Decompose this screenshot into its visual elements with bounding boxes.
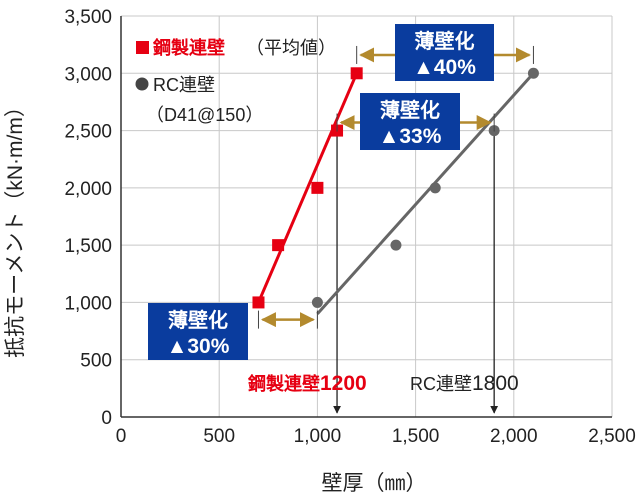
axes [120,16,612,418]
reduction-badge-percent: ▲30% [167,335,230,358]
x-tick-label: 1,500 [392,426,440,447]
steel-point [350,67,363,80]
fit-lines [257,72,535,315]
rc-point [527,67,539,79]
reduction-arrows [257,45,534,329]
x-axis-label: 壁厚（㎜） [322,472,427,495]
reduction-badge-0 [395,24,494,81]
rc-point [311,296,323,308]
y-tick-label: 1,000 [64,293,112,314]
data-points [252,67,539,309]
steel-point [272,239,285,252]
rc-wall-value: 1800 [472,372,519,395]
fit-line-rc [316,72,535,315]
vertical-arrows [333,130,499,414]
reduction-badge-title: 薄壁化 [380,98,440,122]
y-tick-label: 2,000 [64,179,112,200]
y-tick-label: 500 [80,351,112,372]
legend-steel-suffix: （平均値） [246,38,336,58]
x-tick-label: 500 [203,426,235,447]
legend-rc-detail: （D41@150） [146,105,263,125]
y-tick-label: 2,500 [64,122,112,143]
y-tick-label: 3,000 [64,64,112,85]
steel-point [311,181,324,194]
steel-wall-thickness-label: 鋼製連壁1200 [247,372,367,395]
reduction-badge-2 [148,303,248,360]
rc-wall-name: RC連壁 [410,374,472,394]
reduction-badge-percent: ▲33% [379,125,442,148]
steel-wall-value: 1200 [320,372,367,395]
reduction-badge-title: 薄壁化 [168,308,228,332]
legend-steel-marker [136,41,149,54]
legend-steel-label: 鋼製連壁 [152,37,225,58]
vertical-arrow-labels: 鋼製連壁1200 RC連壁1800 [247,372,519,395]
rc-point [390,239,402,251]
x-tick-label: 2,500 [588,426,636,447]
rc-wall-thickness-label: RC連壁1800 [410,372,519,395]
reduction-badges: 薄壁化 ▲40% 薄壁化 ▲33% 薄壁化 ▲30% [148,24,494,360]
reduction-badge-title: 薄壁化 [415,29,475,53]
legend-rc-label: RC連壁 [153,75,215,95]
y-tick-label: 0 [101,408,112,429]
steel-point [252,296,265,309]
y-tick-label: 1,500 [64,236,112,257]
reduction-badge-1 [360,93,460,150]
x-tick-label: 2,000 [490,426,538,447]
x-tick-label: 0 [116,426,127,447]
steel-wall-name: 鋼製連壁 [247,373,320,394]
y-tick-label: 3,500 [64,7,112,28]
reduction-badge-percent: ▲40% [413,56,476,79]
rc-point [429,182,441,194]
fit-line-steel [257,72,359,304]
tick-labels: 0 500 1,000 1,500 2,000 2,500 0 500 1,000 1,500 2,… [64,7,635,447]
y-axis-label: 抵抗モーメント（kN·m/m） [4,96,27,358]
legend: 鋼製連壁 （平均値） RC連壁 （D41@150） [135,37,336,125]
legend-rc-marker [135,77,149,91]
x-tick-label: 1,000 [294,426,342,447]
